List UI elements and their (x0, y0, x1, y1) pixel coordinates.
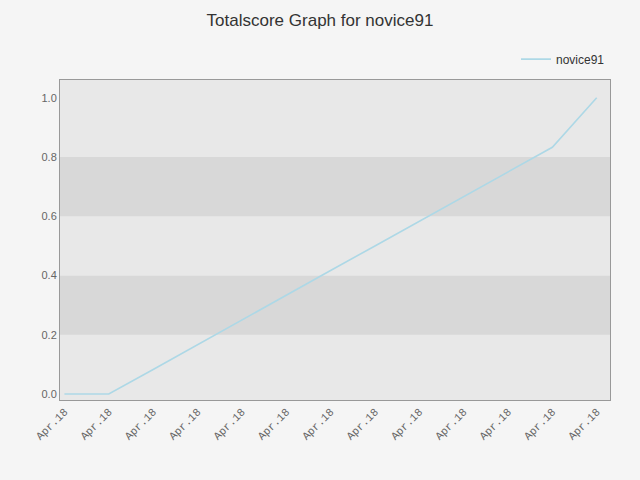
svg-text:0.8: 0.8 (42, 151, 57, 163)
svg-text:Apr.18: Apr.18 (300, 406, 336, 442)
svg-text:Apr.18: Apr.18 (167, 406, 203, 442)
svg-text:0.6: 0.6 (42, 210, 57, 222)
svg-text:Apr.18: Apr.18 (123, 406, 159, 442)
svg-text:novice91: novice91 (556, 53, 604, 67)
svg-text:Apr.18: Apr.18 (256, 406, 292, 442)
svg-text:Apr.18: Apr.18 (522, 406, 558, 442)
svg-text:0.2: 0.2 (42, 329, 57, 341)
svg-text:Apr.18: Apr.18 (389, 406, 425, 442)
svg-text:Apr.18: Apr.18 (477, 406, 513, 442)
svg-text:Apr.18: Apr.18 (78, 406, 114, 442)
svg-text:Apr.18: Apr.18 (34, 406, 70, 442)
svg-text:Apr.18: Apr.18 (344, 406, 380, 442)
svg-text:Apr.18: Apr.18 (566, 406, 602, 442)
svg-text:0.4: 0.4 (42, 269, 57, 281)
svg-text:Totalscore Graph for novice91: Totalscore Graph for novice91 (207, 11, 434, 30)
svg-text:0.0: 0.0 (42, 388, 57, 400)
svg-text:Apr.18: Apr.18 (211, 406, 247, 442)
svg-text:1.0: 1.0 (42, 92, 57, 104)
svg-text:Apr.18: Apr.18 (433, 406, 469, 442)
